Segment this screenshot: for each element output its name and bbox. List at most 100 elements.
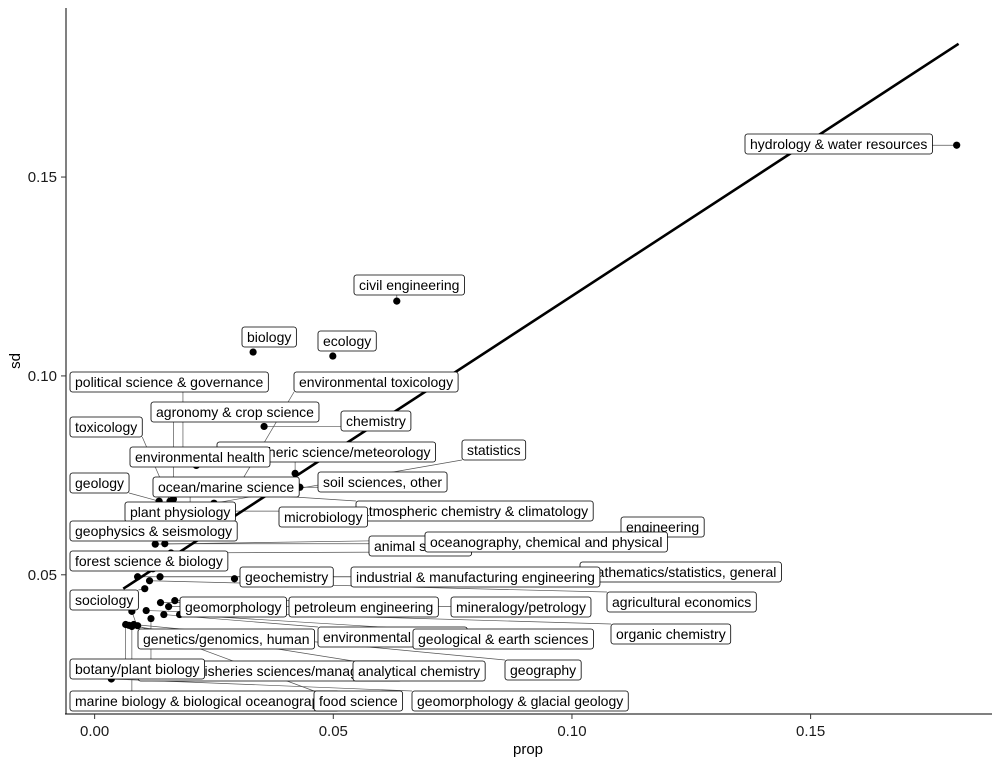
data-point — [165, 603, 173, 611]
point-label: ocean/marine science — [152, 476, 300, 498]
label-text: atmospheric science/meteorology — [222, 444, 431, 460]
point-label: industrial & manufacturing engineering — [350, 566, 601, 588]
label-text: civil engineering — [359, 277, 459, 293]
label-box — [340, 410, 412, 432]
label-text: ecology — [323, 333, 371, 349]
label-box — [450, 596, 592, 618]
label-text: atmospheric chemistry & climatology — [361, 503, 588, 519]
label-box — [744, 133, 933, 155]
point-label: environmental health — [129, 446, 271, 468]
point-label: agronomy & crop science — [150, 401, 320, 423]
data-point — [393, 297, 401, 305]
label-text: biology — [247, 329, 291, 345]
label-text: political science & governance — [75, 374, 264, 390]
y-ticks: 0.05 0.10 0.15 — [28, 169, 66, 584]
label-text: chemistry — [346, 413, 406, 429]
label-box — [606, 591, 757, 613]
label-text: environmental toxicology — [299, 374, 453, 390]
point-label: analytical chemistry — [352, 660, 486, 682]
label-text: agricultural economics — [612, 594, 751, 610]
label-text: geomorphology — [185, 599, 282, 615]
point-label: botany/plant biology — [69, 658, 205, 680]
label-box — [411, 690, 629, 712]
y-axis-title: sd — [7, 353, 24, 369]
point-label: geochemistry — [239, 566, 334, 588]
label-text: ocean/marine science — [158, 479, 294, 495]
label-box — [152, 476, 300, 498]
point-label: atmospheric science/meteorology — [216, 441, 436, 463]
point-label: genetics/genomics, human — [137, 628, 315, 650]
data-point — [171, 597, 179, 605]
label-box — [293, 371, 459, 393]
label-box — [69, 550, 229, 572]
label-box — [241, 326, 297, 348]
data-point — [128, 622, 136, 631]
label-box — [350, 566, 601, 588]
point-label: geophysics & seismology — [69, 520, 238, 542]
data-point — [249, 348, 257, 356]
point-label: hydrology & water resources — [744, 133, 933, 155]
data-point — [230, 575, 239, 583]
point-label: civil engineering — [353, 274, 465, 296]
label-text: genetics/genomics, human — [143, 631, 310, 647]
point-label: plant physiology — [124, 501, 236, 523]
label-text: geomorphology & glacial geology — [417, 693, 623, 709]
y-tick-label: 0.10 — [28, 368, 57, 385]
label-text: geological & earth sciences — [418, 631, 588, 647]
label-text: plant physiology — [130, 504, 230, 520]
label-box — [288, 596, 439, 618]
label-text: toxicology — [75, 419, 137, 435]
label-text: forest science & biology — [75, 553, 223, 569]
point-label: organic chemistry — [610, 623, 732, 645]
point-label: geomorphology — [179, 596, 287, 618]
label-box — [137, 628, 315, 650]
point-label: microbiology — [278, 506, 368, 528]
label-text: mineralogy/petrology — [456, 599, 586, 615]
point-label: geomorphology & glacial geology — [411, 690, 629, 712]
point-label: food science — [313, 690, 404, 712]
data-point — [133, 573, 142, 581]
label-text: geochemistry — [245, 569, 328, 585]
label-text: food science — [319, 693, 398, 709]
data-point — [145, 577, 154, 585]
label-box — [353, 274, 465, 296]
label-text: statistics — [467, 442, 521, 458]
point-label: mineralogy/petrology — [450, 596, 592, 618]
label-box — [317, 471, 448, 493]
label-text: geography — [510, 662, 576, 678]
label-text: agronomy & crop science — [156, 404, 314, 420]
label-text: hydrology & water resources — [750, 136, 927, 152]
label-text: fishing & fisheries sciences/management — [143, 663, 397, 679]
data-point — [291, 469, 299, 477]
label-text: engineering — [626, 519, 699, 535]
point-label: petroleum engineering — [288, 596, 439, 618]
point-label: ecology — [317, 330, 377, 352]
label-text: geology — [75, 475, 124, 491]
label-box — [278, 506, 368, 528]
label-box — [504, 659, 582, 681]
point-label: environmental toxicology — [293, 371, 459, 393]
label-box — [352, 660, 486, 682]
point-label: political science & governance — [69, 371, 269, 393]
label-text: botany/plant biology — [75, 661, 200, 677]
label-box — [461, 439, 527, 461]
x-tick-label: 0.00 — [80, 723, 109, 740]
label-text: geophysics & seismology — [75, 523, 232, 539]
label-box — [424, 531, 668, 553]
label-text: industrial & manufacturing engineering — [356, 569, 595, 585]
label-text: marine biology & biological oceanography — [75, 693, 334, 709]
x-ticks: 0.00 0.05 0.10 0.15 — [80, 714, 825, 740]
label-box — [179, 596, 287, 618]
point-label: toxicology — [69, 416, 143, 438]
label-text: soil sciences, other — [323, 474, 442, 490]
x-tick-label: 0.10 — [557, 723, 586, 740]
data-point — [142, 606, 150, 615]
label-box — [69, 589, 139, 611]
data-point — [953, 141, 961, 149]
point-label: forest science & biology — [69, 550, 229, 572]
label-text: organic chemistry — [616, 626, 726, 642]
y-tick-label: 0.05 — [28, 567, 57, 584]
point-label: sociology — [69, 589, 139, 611]
label-box — [69, 658, 205, 680]
